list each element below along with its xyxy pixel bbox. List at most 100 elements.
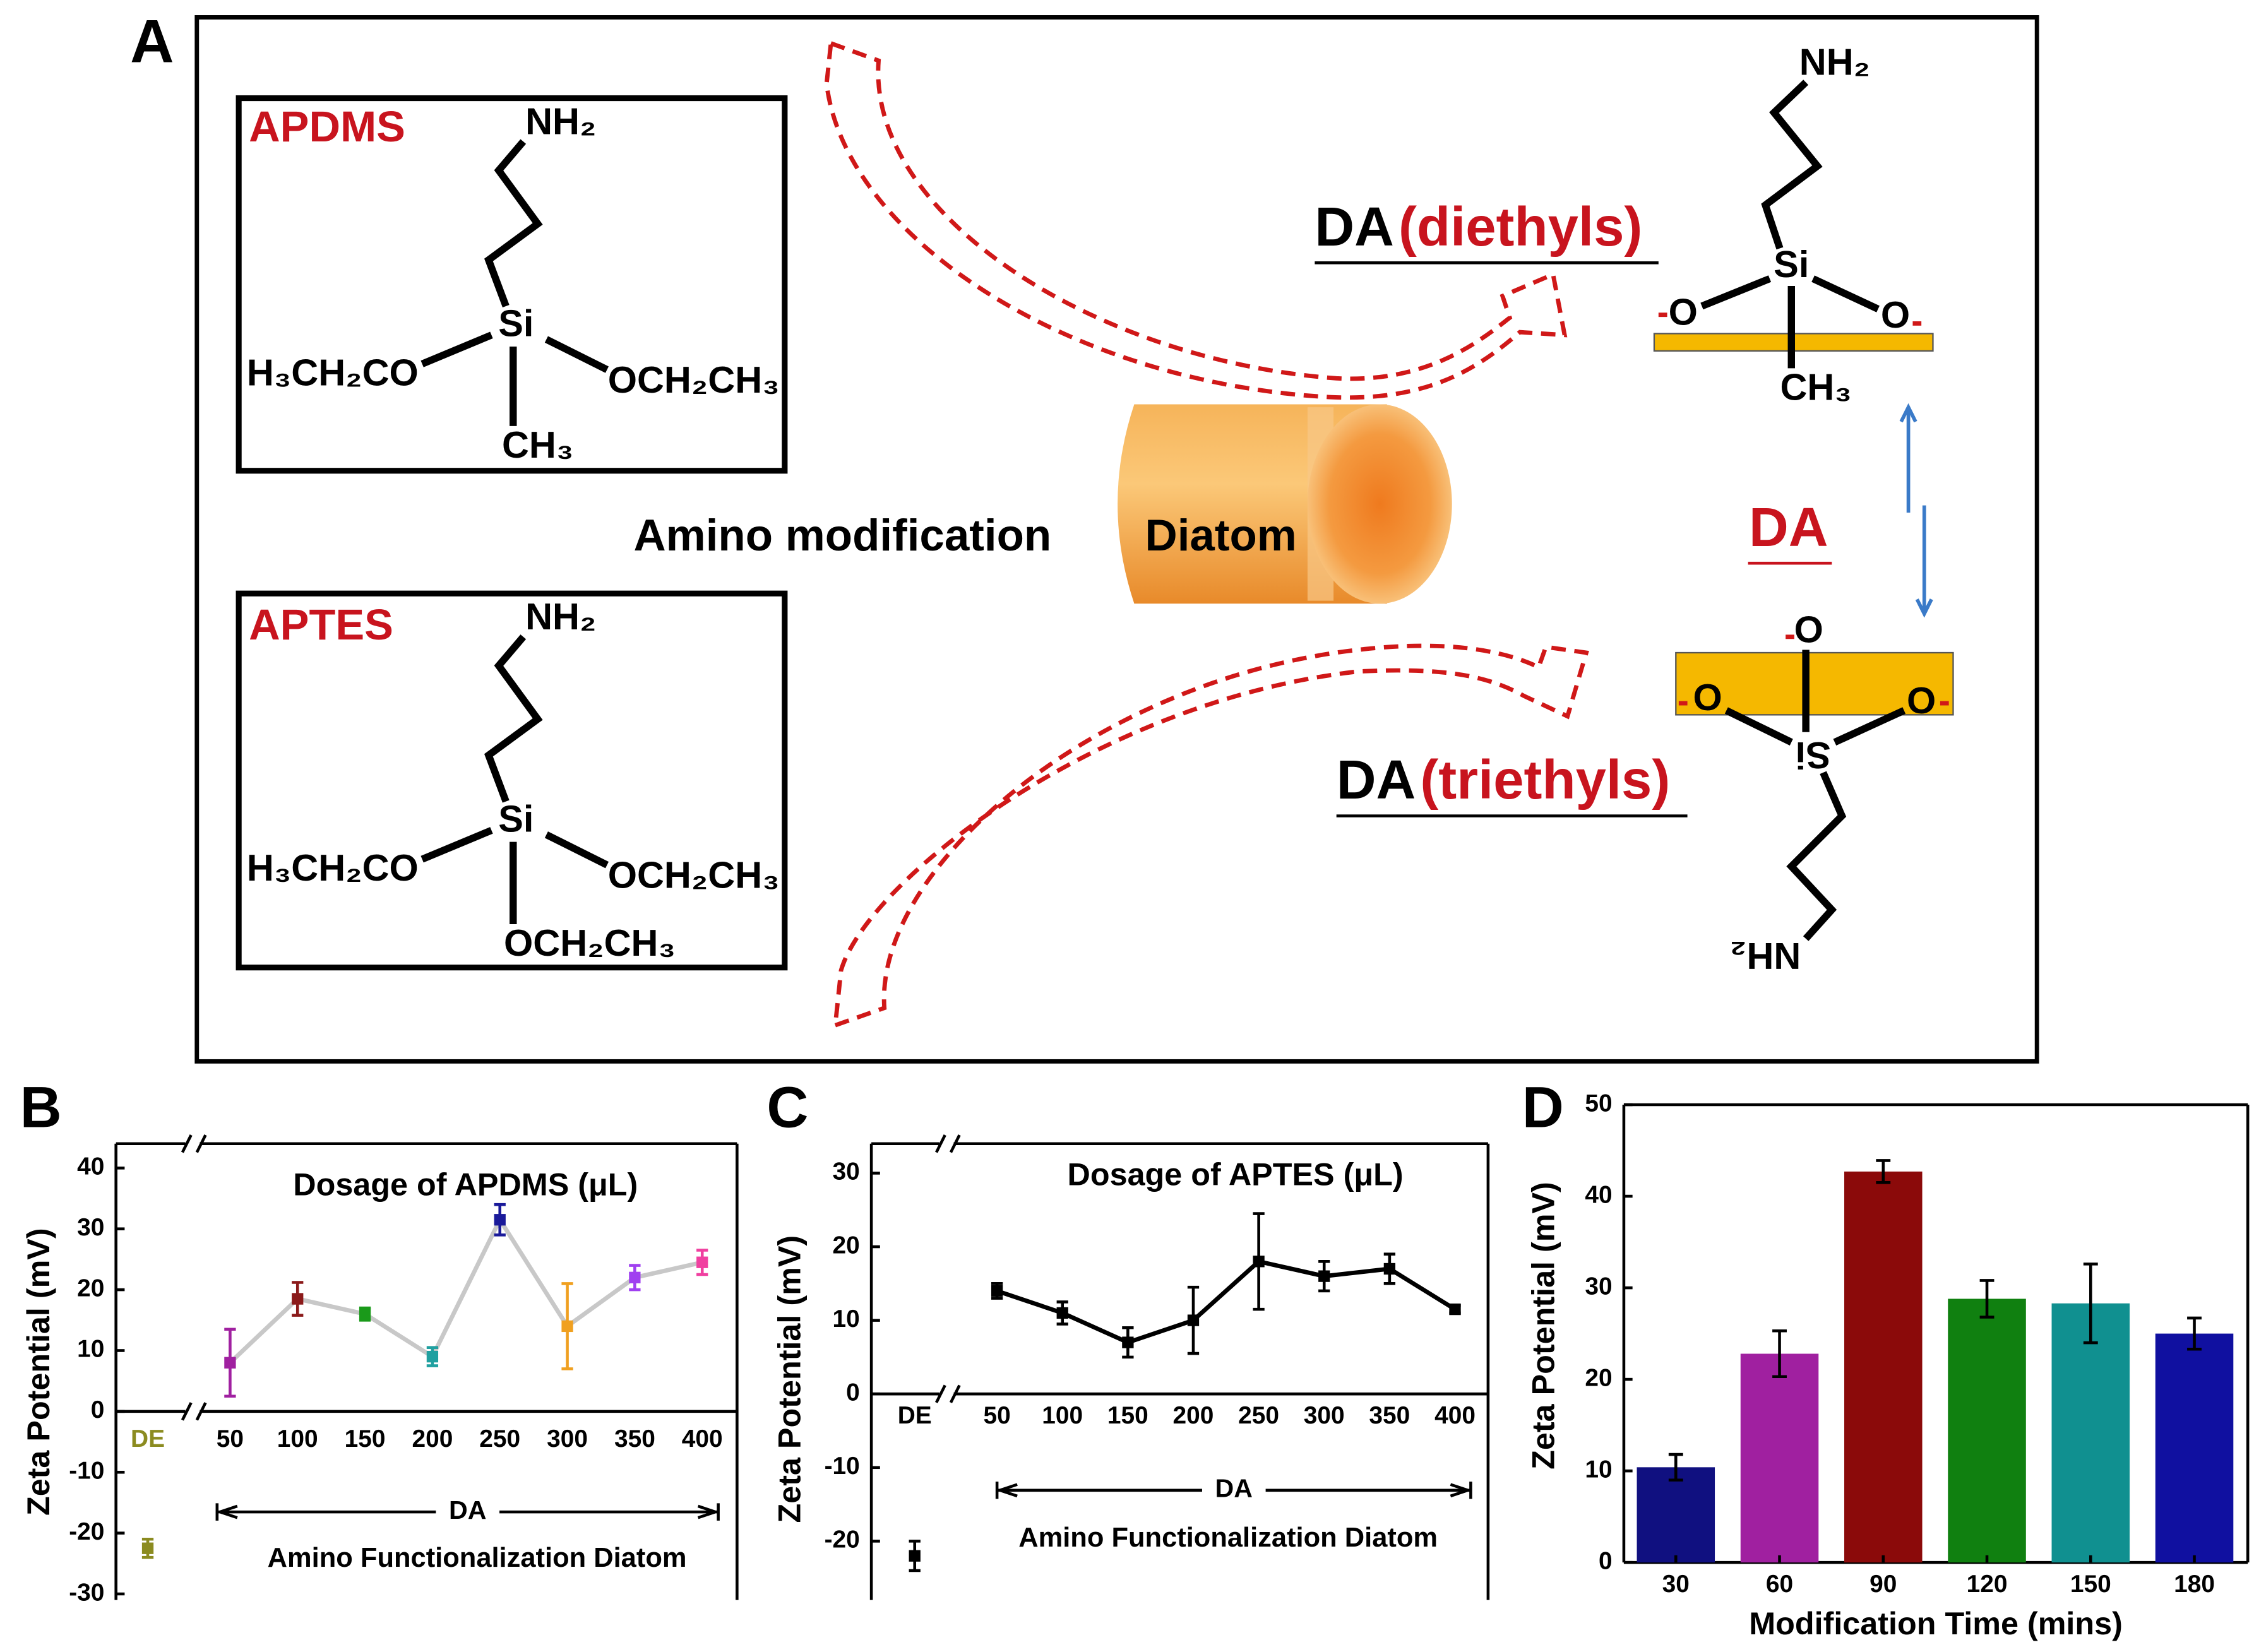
y-tick-label: 40	[1585, 1181, 1612, 1208]
formula: O	[1693, 676, 1722, 718]
bond	[1786, 771, 1847, 941]
axis-break	[934, 1384, 946, 1403]
x-tick-label: 400	[1434, 1402, 1476, 1429]
bond	[1811, 275, 1880, 312]
bond	[420, 827, 493, 863]
bond	[1700, 275, 1772, 310]
x-tick-label: 100	[277, 1425, 318, 1453]
x-axis-label: Modification Time (mins)	[1749, 1605, 2123, 1641]
bond	[1724, 707, 1793, 746]
process-label: Amino modification	[633, 511, 1051, 561]
formula: Si	[1774, 243, 1809, 285]
axis-break	[181, 1402, 193, 1421]
y-tick-label: -10	[825, 1453, 860, 1480]
axis-break	[195, 1402, 207, 1421]
data-point	[629, 1271, 641, 1283]
bar	[1844, 1171, 1923, 1563]
aptes-box	[236, 590, 788, 971]
panel-label: D	[1522, 1076, 1564, 1140]
diatom	[1118, 404, 1452, 604]
group-label: DA	[449, 1495, 486, 1524]
product-suffix: (triethyls)	[1420, 749, 1670, 811]
group-label: DA	[1215, 1474, 1253, 1503]
x-tick-label: 100	[1042, 1402, 1083, 1429]
bar	[1740, 1353, 1819, 1563]
y-tick-label: 40	[77, 1153, 104, 1180]
axis-break	[949, 1384, 961, 1403]
bar	[1637, 1467, 1715, 1563]
formula: OCH₂CH₃	[504, 922, 676, 964]
data-point	[1383, 1263, 1396, 1275]
y-tick-label: 20	[1585, 1364, 1612, 1391]
formula: NH₂	[525, 595, 596, 638]
y-tick-label: 10	[833, 1305, 860, 1333]
y-tick-label: 30	[1585, 1273, 1612, 1300]
axis-break	[181, 1134, 193, 1153]
y-axis-label: Zeta Potential (mV)	[20, 1228, 56, 1516]
error-bar	[2187, 1316, 2202, 1351]
y-tick-label: 20	[833, 1232, 860, 1259]
data-point	[359, 1308, 371, 1320]
equilibrium-arrow	[1899, 403, 1933, 618]
x-tick-label: 350	[1369, 1402, 1410, 1429]
formula: Si	[498, 797, 534, 840]
apdms-box	[236, 95, 788, 474]
data-point	[494, 1214, 506, 1226]
product-prefix: DA	[1337, 749, 1416, 811]
y-tick-label: 0	[1599, 1547, 1613, 1574]
bond	[1761, 80, 1823, 250]
bar	[2155, 1333, 2234, 1563]
x-tick-label: 50	[983, 1402, 1010, 1429]
x-tick-label: 300	[1304, 1402, 1345, 1429]
error-bar	[1876, 1159, 1891, 1184]
data-point	[909, 1550, 921, 1562]
error-bar	[1772, 1329, 1787, 1379]
formula: O	[1907, 679, 1936, 722]
bond	[544, 831, 609, 869]
middle-label: DA	[1749, 497, 1828, 558]
group-label-bg	[1202, 1474, 1266, 1506]
data-point	[292, 1293, 304, 1305]
y-tick-label: -10	[69, 1458, 104, 1485]
data-line	[229, 1215, 703, 1365]
formula: OCH₂CH₃	[608, 854, 780, 896]
y-axis-label: Zeta Potential (mV)	[772, 1235, 808, 1523]
x-axis-label: Amino Functionalization Diatom	[1018, 1523, 1438, 1553]
x-tick-label: DE	[131, 1425, 165, 1453]
x-tick-label: 50	[217, 1425, 244, 1453]
y-tick-label: 10	[1585, 1456, 1612, 1483]
bond	[484, 139, 543, 307]
axis-break	[934, 1134, 946, 1153]
y-tick-label: 20	[77, 1275, 104, 1302]
error-bar	[1668, 1453, 1683, 1482]
panel-a: A APDMS NH₂ Si H₃CH₂CO OCH₂CH₃ CH₃ APTES…	[130, 8, 2039, 1064]
product-suffix: (diethyls)	[1398, 196, 1642, 258]
panel-label: B	[20, 1076, 62, 1140]
y-tick-label: -30	[69, 1579, 104, 1606]
panel-label: A	[130, 8, 174, 76]
data-point	[1187, 1314, 1200, 1326]
x-tick-label: 180	[2174, 1571, 2215, 1598]
formula: NH₂	[1730, 935, 1801, 977]
x-tick-label: 300	[547, 1425, 588, 1453]
x-tick-label: 60	[1766, 1571, 1793, 1598]
data-point	[1253, 1256, 1265, 1268]
data-point	[1056, 1307, 1068, 1319]
panel-a-frame	[194, 15, 2039, 1064]
x-tick-label: 250	[1238, 1402, 1279, 1429]
x-tick-label: 150	[345, 1425, 386, 1453]
formula: CH₃	[1780, 365, 1851, 408]
formula: O	[1794, 609, 1823, 651]
y-tick-label: 0	[91, 1396, 105, 1423]
bond	[420, 331, 493, 367]
formula: H₃CH₂CO	[247, 351, 419, 393]
x-tick-label: 30	[1662, 1571, 1690, 1598]
bond	[544, 336, 609, 373]
group-label-bg	[436, 1495, 500, 1528]
formula: Si	[498, 302, 534, 345]
x-tick-label: 150	[2070, 1571, 2111, 1598]
axis-break	[949, 1134, 961, 1153]
formula: NH₂	[525, 100, 596, 142]
